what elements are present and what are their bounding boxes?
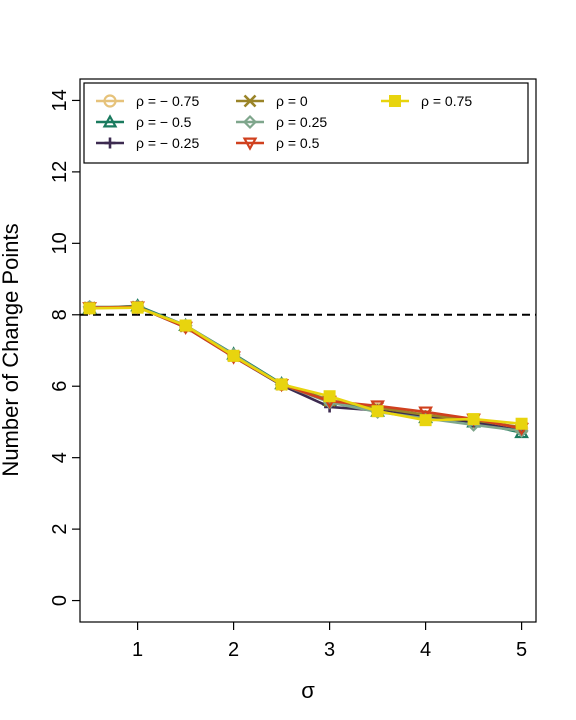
legend-swatch-marker	[104, 137, 116, 149]
series-line	[89, 305, 522, 433]
x-tick-label: 1	[132, 639, 143, 661]
legend-item: ρ = 0.75	[381, 93, 472, 109]
y-tick-label: 10	[49, 232, 71, 254]
legend-item: ρ = − 0.75	[96, 93, 199, 109]
y-axis-title: Number of Change Points	[0, 223, 23, 476]
data-point	[83, 302, 96, 315]
series-line	[89, 305, 522, 430]
x-tick-label: 2	[228, 639, 239, 661]
legend-swatch-marker	[103, 94, 117, 108]
data-point	[323, 390, 336, 403]
legend-swatch-marker	[242, 114, 258, 130]
y-tick-label: 4	[49, 452, 71, 463]
series-0	[82, 300, 529, 435]
legend-label: ρ = − 0.75	[136, 93, 199, 109]
plot-frame	[79, 78, 537, 623]
series-3	[83, 300, 529, 434]
series-6	[83, 301, 528, 430]
legend-item: ρ = 0.5	[236, 135, 320, 151]
data-point	[467, 413, 480, 426]
legend-swatch-marker	[389, 95, 401, 107]
series-line	[89, 304, 522, 434]
data-point	[418, 406, 433, 420]
legend-label: ρ = − 0.5	[136, 114, 192, 130]
legend-swatch-marker	[243, 94, 257, 108]
x-tick-label: 3	[324, 639, 335, 661]
legend-label: ρ = − 0.25	[136, 135, 199, 151]
x-tick-label: 4	[420, 639, 431, 661]
data-point	[179, 319, 192, 332]
legend-label: ρ = 0.5	[276, 135, 320, 151]
data-point	[131, 301, 144, 314]
legend-swatch-marker	[102, 114, 118, 128]
data-point	[227, 349, 240, 362]
x-tick-label: 5	[516, 639, 527, 661]
y-tick-label: 6	[49, 381, 71, 392]
series-line	[89, 306, 522, 426]
series-line	[89, 305, 522, 430]
y-tick-label: 2	[49, 524, 71, 535]
x-axis-title: σ	[301, 678, 315, 703]
y-tick-label: 8	[49, 309, 71, 320]
data-point	[419, 414, 432, 427]
series-line	[89, 305, 522, 433]
legend-item: ρ = 0	[236, 93, 308, 109]
y-tick-label: 0	[49, 595, 71, 606]
series-line	[89, 305, 522, 429]
legend-item: ρ = 0.25	[236, 114, 327, 130]
y-tick-label: 12	[49, 161, 71, 183]
data-point	[275, 378, 288, 391]
legend-label: ρ = 0.75	[421, 93, 472, 109]
series-5	[82, 301, 529, 437]
legend-box	[83, 82, 529, 164]
data-point	[371, 405, 384, 418]
legend-item: ρ = − 0.25	[96, 135, 199, 151]
legend-item: ρ = − 0.5	[96, 114, 192, 130]
data-point	[515, 417, 528, 430]
legend-swatch-marker	[242, 137, 258, 151]
y-tick-label: 14	[49, 89, 71, 111]
legend-label: ρ = 0	[276, 93, 308, 109]
legend-label: ρ = 0.25	[276, 114, 327, 130]
